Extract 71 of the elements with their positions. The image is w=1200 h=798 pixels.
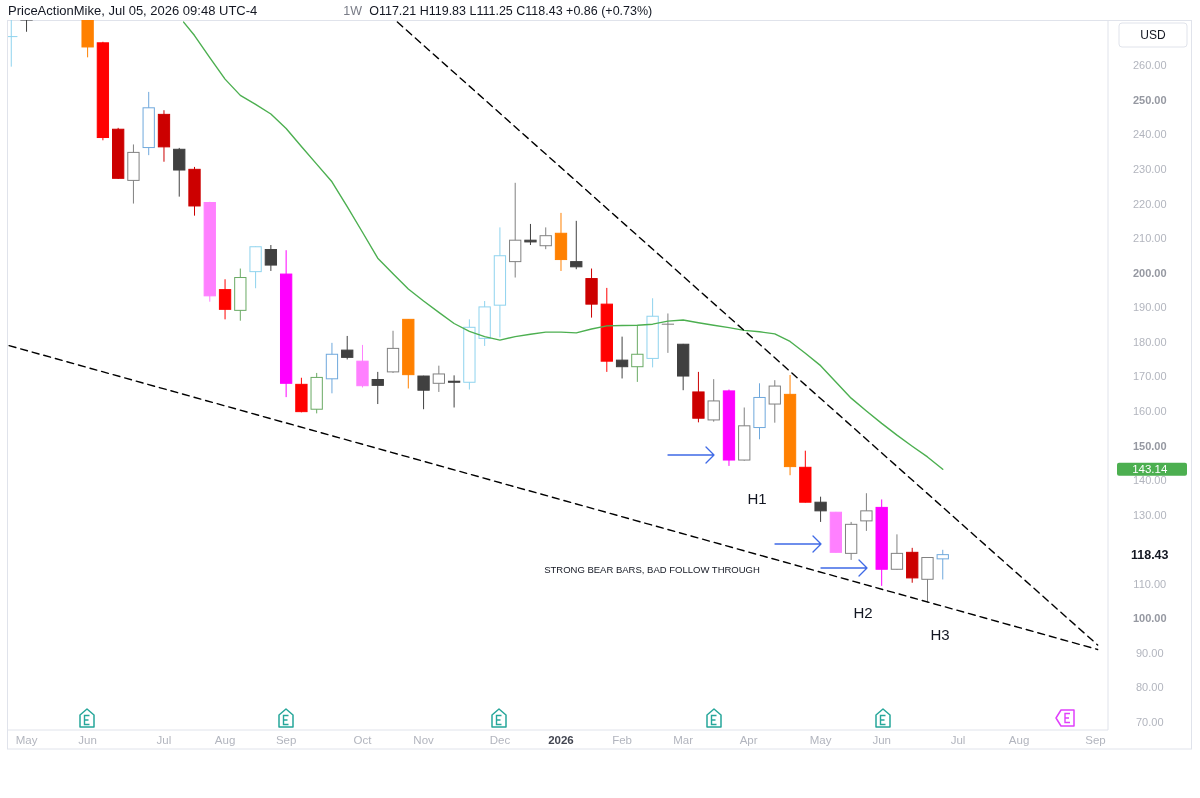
x-tick-label: Dec (489, 734, 511, 746)
candlestick (509, 182, 522, 279)
x-tick-label: Feb (612, 734, 632, 746)
x-tick-label: Apr (739, 734, 758, 746)
x-tick-label: Jul (156, 734, 172, 746)
candlestick (768, 379, 781, 424)
candlestick (814, 496, 827, 523)
annotation: H3 (930, 625, 950, 643)
x-tick-label: Nov (413, 734, 435, 746)
candlestick (631, 325, 644, 383)
x-tick-label: Oct (353, 734, 373, 746)
candlestick (432, 365, 445, 393)
y-tick-label: 190.00 (1132, 301, 1167, 314)
candlestick (890, 533, 904, 571)
x-tick-label: 2026 (548, 734, 574, 746)
candlestick (661, 312, 675, 354)
candlestick (173, 147, 186, 198)
text: 143.14 (1132, 463, 1168, 476)
y-tick-label: 240.00 (1132, 128, 1167, 141)
x-tick-label: Aug (1008, 734, 1030, 746)
y-tick-label: 230.00 (1132, 162, 1167, 175)
candlestick (921, 557, 934, 604)
candlestick (341, 335, 354, 360)
candlestick (20, 20, 33, 33)
x-tick-label: May (809, 734, 832, 746)
y-tick-label: 70.00 (1135, 716, 1164, 729)
chart-title: 1W (343, 4, 363, 18)
x-tick-label: Sep (275, 734, 297, 746)
candlestick (570, 220, 583, 270)
y-tick-label: 220.00 (1132, 197, 1167, 210)
y-tick-label: 150.00 (1132, 439, 1167, 452)
candlestick (218, 278, 232, 320)
x-tick-label: Jun (78, 734, 97, 746)
text: PriceActionMike, Jul 05, 2026 09:48 UTC-4 (8, 3, 258, 18)
y-tick-label: 130.00 (1132, 508, 1167, 521)
y-tick-label: 110.00 (1133, 577, 1167, 590)
x-tick-label: Aug (214, 734, 236, 746)
chart-subtitle: O117.21 H119.83 L111.25 C118.43 +0.86 (+0.73%) (369, 4, 653, 18)
annotation: STRONG BEAR BARS, BAD FOLLOW THROUGH (544, 563, 760, 575)
y-tick-label: 170.00 (1132, 370, 1167, 383)
candlestick (447, 374, 461, 408)
x-tick-label: Sep (1085, 734, 1106, 746)
x-tick-label: Jul (950, 734, 966, 746)
candlestick (615, 336, 629, 379)
line-series (182, 21, 944, 470)
candlestick (539, 226, 552, 250)
candlestick (860, 492, 873, 532)
y-tick-label: 260.00 (1132, 59, 1167, 72)
annotation: H2 (853, 603, 873, 621)
y-tick-label: 200.00 (1132, 266, 1167, 279)
y-axis-title: USD (1140, 28, 1166, 42)
annotation: H1 (747, 489, 767, 507)
candlestick (707, 378, 720, 423)
candlestick (524, 223, 537, 246)
x-tick-label: May (15, 734, 38, 746)
y-tick-label: 140.00 (1132, 474, 1167, 487)
y-tick-label: 90.00 (1135, 646, 1164, 659)
x-tick-label: Mar (673, 734, 694, 746)
candlestick (936, 549, 949, 580)
y-tick-label: 80.00 (1135, 681, 1164, 694)
y-tick-label: 160.00 (1132, 404, 1167, 417)
candlestick (417, 375, 430, 410)
candlestick (371, 371, 384, 405)
candlestick (386, 330, 400, 374)
y-tick-label: 180.00 (1132, 335, 1167, 348)
y-tick-label: 100.00 (1132, 612, 1167, 625)
y-tick-label: 250.00 (1132, 93, 1167, 106)
candlestick (264, 244, 278, 272)
text: 118.43 (1130, 547, 1169, 562)
x-tick-label: Jun (872, 734, 891, 746)
y-tick-label: 210.00 (1132, 232, 1167, 245)
